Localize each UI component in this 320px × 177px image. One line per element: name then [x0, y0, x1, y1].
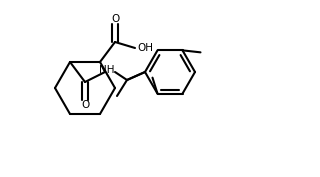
Text: NH: NH — [99, 65, 115, 75]
Text: O: O — [81, 100, 89, 110]
Text: OH: OH — [137, 43, 153, 53]
Text: O: O — [111, 14, 119, 24]
